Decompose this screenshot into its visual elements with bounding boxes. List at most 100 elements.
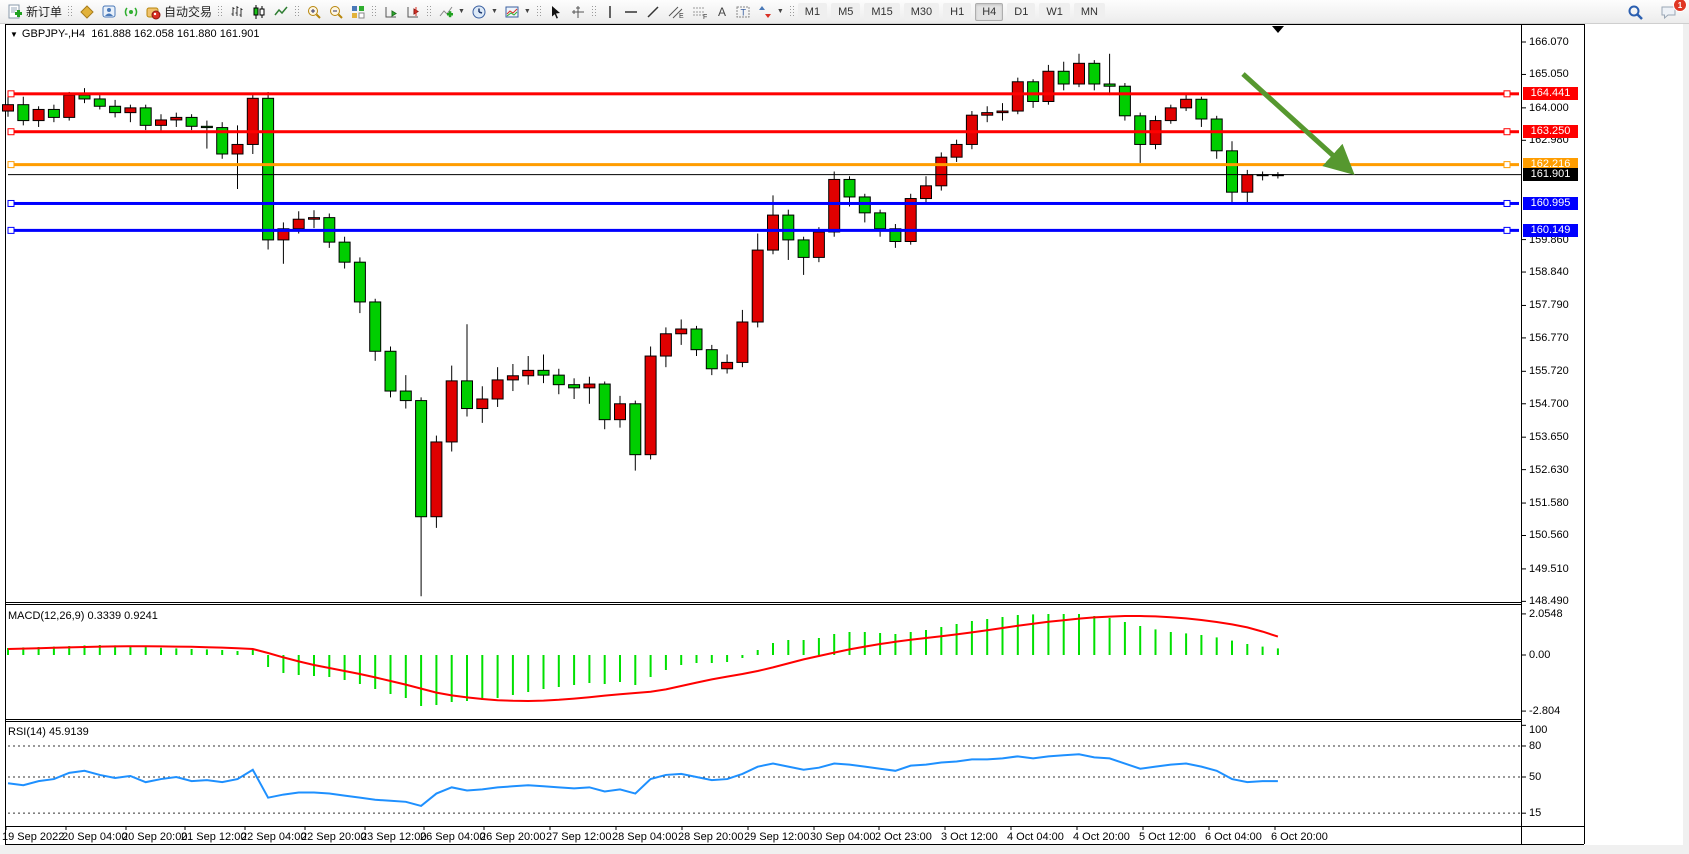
- clock-icon: [472, 5, 486, 18]
- horizontal-line-button[interactable]: [620, 2, 642, 22]
- gold-seal-icon: [80, 4, 94, 19]
- vertical-line-icon: [609, 5, 611, 18]
- auto-trading-button[interactable]: 自动交易: [142, 2, 215, 22]
- new-order-button[interactable]: 新订单: [4, 2, 65, 22]
- timeframe-h1-button[interactable]: H1: [943, 2, 972, 21]
- line-chart-button[interactable]: [270, 2, 292, 22]
- toolbar-grip: [591, 4, 597, 19]
- signal-button[interactable]: [120, 2, 142, 22]
- notification-badge: 1: [1673, 0, 1687, 12]
- horizontal-line-163.250[interactable]: [7, 128, 1519, 136]
- time-axis-label: 26 Sep 20:00: [480, 831, 546, 843]
- window-right-strip: [1683, 24, 1689, 854]
- dropdown-caret: ▼: [776, 8, 784, 15]
- horizontal-line-164.441[interactable]: [7, 90, 1519, 98]
- time-axis-label: 20 Sep 20:00: [122, 831, 188, 843]
- fibonacci-button[interactable]: F: [688, 2, 712, 22]
- chart-end-marker-icon: [1272, 26, 1284, 33]
- dropdown-caret: ▼: [523, 8, 531, 15]
- chart-shift-button[interactable]: [402, 2, 424, 22]
- pane-borders: [5, 24, 1585, 845]
- bar-chart-button[interactable]: [226, 2, 248, 22]
- depth-of-market-icon: [102, 5, 116, 17]
- text-icon: A: [718, 5, 726, 19]
- rsi-axis-label: 50: [1529, 770, 1542, 783]
- horizontal-line-160.149[interactable]: [7, 226, 1519, 234]
- price-tick-label: 148.490: [1529, 595, 1569, 608]
- tile-windows-icon: [352, 5, 365, 18]
- text-label-button[interactable]: T: [732, 2, 754, 22]
- macd-axis-label: 0.00: [1529, 649, 1551, 661]
- time-axis-label: 22 Sep 20:00: [301, 831, 367, 843]
- price-tick-label: 166.070: [1529, 35, 1569, 48]
- time-axis-label: 30 Sep 04:00: [810, 831, 876, 843]
- search-button[interactable]: [1624, 2, 1647, 22]
- equidistant-channel-button[interactable]: E: [664, 2, 688, 22]
- timeframe-m15-button[interactable]: M15: [864, 2, 900, 21]
- price-tick-label: 151.580: [1529, 497, 1569, 510]
- timeframe-m30-button[interactable]: M30: [903, 2, 940, 21]
- svg-text:T: T: [740, 7, 746, 17]
- macd-axis-label: 2.0548: [1529, 607, 1563, 620]
- auto-scroll-button[interactable]: [380, 2, 402, 22]
- macd-axis-label: -2.804: [1529, 705, 1561, 718]
- time-axis-label: 28 Sep 04:00: [612, 831, 678, 843]
- candlestick-series[interactable]: [2, 53, 1284, 597]
- price-tick-label: 156.770: [1529, 331, 1569, 344]
- text-button[interactable]: A: [712, 2, 732, 22]
- auto-scroll-icon: [385, 6, 397, 17]
- zoom-out-button[interactable]: [325, 2, 347, 22]
- horizontal-line-icon: [624, 10, 637, 13]
- arrows-button[interactable]: ▼: [754, 2, 787, 22]
- toolbar-grip: [427, 4, 433, 19]
- timeframe-d1-button[interactable]: D1: [1007, 2, 1036, 21]
- price-tick-label: 154.700: [1529, 397, 1569, 410]
- time-axis-label: 5 Oct 12:00: [1139, 831, 1196, 843]
- cursor-button[interactable]: [545, 2, 567, 22]
- periods-button[interactable]: ▼: [468, 2, 501, 22]
- timeframe-h4-button[interactable]: H4: [975, 2, 1004, 21]
- depth-of-market-button[interactable]: [98, 2, 120, 22]
- rsi-axis-label: 80: [1529, 739, 1542, 752]
- new-order-icon: [8, 4, 22, 18]
- timeframe-m1-button[interactable]: M1: [797, 2, 828, 21]
- horizontal-line-160.995[interactable]: [7, 199, 1519, 207]
- time-axis-label: 23 Sep 12:00: [361, 831, 427, 843]
- timeframe-m5-button[interactable]: M5: [831, 2, 861, 21]
- candlestick-chart-button[interactable]: [248, 2, 270, 22]
- price-badge-162.216: 162.216: [1523, 158, 1578, 172]
- crosshair-button[interactable]: [567, 2, 589, 22]
- annotation-arrow[interactable]: [1241, 72, 1355, 176]
- rsi-pane[interactable]: [7, 745, 1521, 814]
- trendline-button[interactable]: [642, 2, 664, 22]
- current-price-badge: 161.901: [1523, 168, 1578, 182]
- timeframe-mn-button[interactable]: MN: [1073, 2, 1105, 21]
- indicators-button[interactable]: ▼: [435, 2, 468, 22]
- zoom-in-icon: [308, 5, 321, 19]
- price-tick-label: 152.630: [1529, 463, 1569, 476]
- tile-windows-button[interactable]: [347, 2, 369, 22]
- chart-title: ▼ GBPJPY-,H4 161.888 162.058 161.880 161.…: [10, 28, 259, 40]
- candlestick-chart-icon: [253, 4, 265, 19]
- chat-button[interactable]: 1: [1657, 0, 1687, 22]
- price-tick-label: 157.790: [1529, 299, 1569, 312]
- gold-seal-button[interactable]: [76, 2, 98, 22]
- timeframe-w1-button[interactable]: W1: [1039, 2, 1070, 21]
- search-icon: [1628, 5, 1643, 20]
- macd-pane[interactable]: [7, 614, 1279, 706]
- price-tick-label: 150.560: [1529, 529, 1569, 542]
- rsi-indicator-label: RSI(14) 45.9139: [8, 726, 89, 738]
- timeframe-toolbar: M1 M5 M15 M30 H1 H4 D1 W1 MN: [797, 2, 1105, 21]
- time-axis-label: 21 Sep 12:00: [181, 831, 247, 843]
- collapse-triangle-icon[interactable]: ▼: [10, 30, 18, 39]
- price-tick-label: 149.510: [1529, 562, 1569, 575]
- toolbar-grip: [218, 4, 224, 19]
- dropdown-caret: ▼: [458, 8, 465, 15]
- price-badge-160.149: 160.149: [1523, 223, 1578, 237]
- vertical-line-button[interactable]: [600, 2, 620, 22]
- templates-button[interactable]: ▼: [501, 2, 534, 22]
- horizontal-line-162.216[interactable]: [7, 161, 1519, 169]
- zoom-in-button[interactable]: [303, 2, 325, 22]
- svg-text:F: F: [703, 14, 707, 20]
